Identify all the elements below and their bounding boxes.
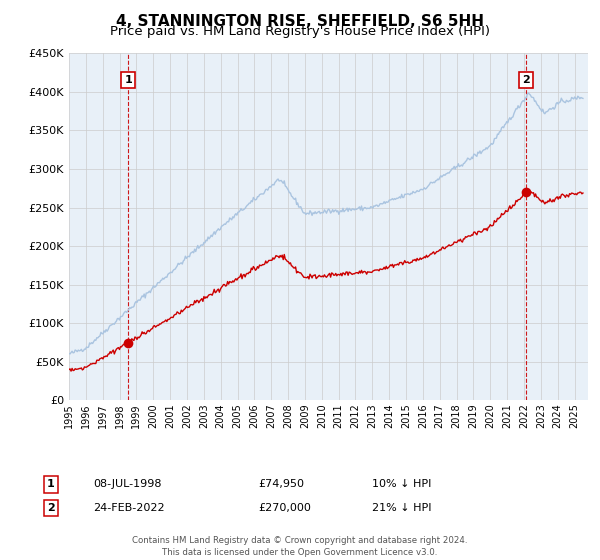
Text: £74,950: £74,950	[258, 479, 304, 489]
Text: 4, STANNINGTON RISE, SHEFFIELD, S6 5HH: 4, STANNINGTON RISE, SHEFFIELD, S6 5HH	[116, 14, 484, 29]
Text: 10% ↓ HPI: 10% ↓ HPI	[372, 479, 431, 489]
Text: £270,000: £270,000	[258, 503, 311, 513]
Text: 1: 1	[47, 479, 55, 489]
Text: 21% ↓ HPI: 21% ↓ HPI	[372, 503, 431, 513]
Text: 1: 1	[124, 75, 132, 85]
Text: 2: 2	[47, 503, 55, 513]
Text: Contains HM Land Registry data © Crown copyright and database right 2024.
This d: Contains HM Land Registry data © Crown c…	[132, 536, 468, 557]
Text: 08-JUL-1998: 08-JUL-1998	[93, 479, 161, 489]
Text: 2: 2	[523, 75, 530, 85]
Text: Price paid vs. HM Land Registry's House Price Index (HPI): Price paid vs. HM Land Registry's House …	[110, 25, 490, 38]
Text: 24-FEB-2022: 24-FEB-2022	[93, 503, 164, 513]
